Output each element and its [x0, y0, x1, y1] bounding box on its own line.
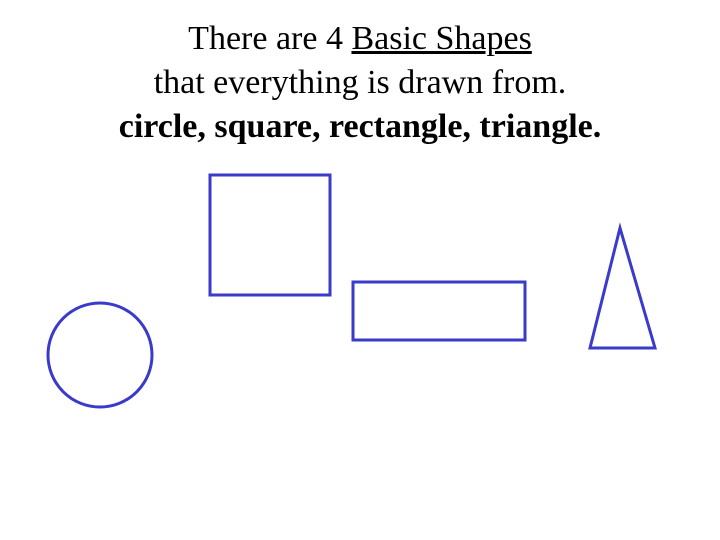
square-shape: [210, 175, 330, 295]
circle-shape: [48, 303, 152, 407]
triangle-shape: [590, 228, 655, 348]
shapes-canvas: [0, 0, 720, 540]
rectangle-shape: [353, 282, 525, 340]
